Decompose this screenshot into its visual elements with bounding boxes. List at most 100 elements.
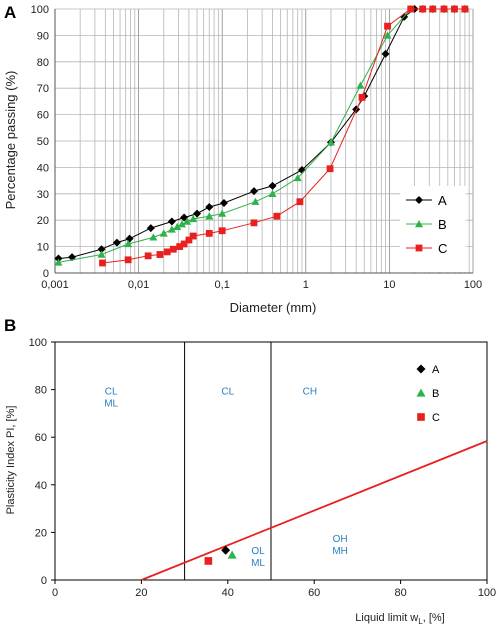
y-axis-label: Plasticity Index PI, [%] <box>5 406 17 515</box>
zone-label-mh: MH <box>332 546 348 557</box>
data-point-b <box>356 81 365 89</box>
data-point-b <box>383 31 392 39</box>
legend-marker-c <box>415 244 423 252</box>
data-point-c <box>384 22 391 30</box>
x-axis-label-suffix: , [%] <box>423 612 445 624</box>
data-point-c <box>440 5 448 13</box>
a-line <box>141 440 488 581</box>
legend-marker-a <box>415 196 423 204</box>
data-point-c <box>156 251 164 258</box>
y-tick-label: 60 <box>37 110 49 122</box>
zone-label-oh: OH <box>333 534 348 545</box>
data-point-a <box>219 199 228 208</box>
y-tick-label: 90 <box>37 30 49 42</box>
y-tick-label: 10 <box>37 242 49 254</box>
x-tick-label: 0,1 <box>215 279 230 291</box>
data-point-a <box>297 166 306 175</box>
x-tick-label: 100 <box>478 587 496 599</box>
legend: ABC <box>400 186 466 272</box>
zone-label-ml: ML <box>104 398 118 409</box>
x-axis-label-subscript: L <box>418 617 423 626</box>
series-group <box>54 5 469 267</box>
data-point-b <box>218 209 227 217</box>
legend-label-c: C <box>432 412 440 424</box>
zone-label-ch: CH <box>303 386 317 397</box>
data-point-c <box>176 243 184 250</box>
data-point-c <box>204 557 213 565</box>
data-point-a <box>193 209 202 218</box>
data-point-b <box>189 214 198 223</box>
zone-label-ol: OL <box>251 546 265 557</box>
data-point-c <box>296 198 304 206</box>
legend-marker-a <box>416 364 426 374</box>
y-tick-labels: 0 10 20 30 40 50 60 70 80 90 100 <box>31 4 49 280</box>
data-point-b <box>227 550 237 559</box>
data-point-c <box>218 227 226 235</box>
data-point-b <box>251 197 260 205</box>
legend-label-b: B <box>432 388 439 400</box>
y-tick-label: 20 <box>37 215 49 227</box>
y-tick-label: 80 <box>35 385 47 397</box>
data-point-a <box>205 203 214 211</box>
data-point-a <box>125 234 134 243</box>
data-point-c <box>451 5 458 13</box>
data-point-a <box>146 224 155 233</box>
panel-a-letter: A <box>4 3 16 22</box>
x-tick-label: 0 <box>52 587 58 599</box>
data-point-a <box>167 217 176 226</box>
x-tick-labels: 0,001 0,01 0,1 1 10 100 <box>41 279 482 291</box>
y-tick-label: 40 <box>35 480 47 492</box>
data-point-c <box>189 232 197 240</box>
legend-marker-c <box>417 413 425 421</box>
y-tick-labels: 0 20 40 60 80 100 <box>29 337 55 587</box>
data-point-b <box>97 250 106 258</box>
data-point-c <box>99 259 106 267</box>
data-point-c <box>144 252 152 260</box>
y-tick-label: 70 <box>37 83 49 95</box>
data-point-c <box>169 245 177 253</box>
data-point-b <box>293 173 302 182</box>
y-tick-label: 100 <box>31 4 49 16</box>
data-point-b <box>326 138 335 146</box>
grain-size-chart: 0,001 0,01 0,1 1 10 100 0 10 20 30 40 50 60 70 80 90 10… <box>31 4 483 291</box>
y-tick-label: 0 <box>43 268 49 280</box>
data-point-a <box>221 545 231 555</box>
x-tick-label: 40 <box>222 587 234 599</box>
legend-box <box>400 186 466 272</box>
legend-label-a: A <box>438 193 447 208</box>
x-tick-label: 1 <box>303 279 309 291</box>
y-tick-label: 0 <box>41 575 47 587</box>
data-point-c <box>185 236 193 244</box>
x-axis-label: Diameter (mm) <box>230 300 317 315</box>
y-tick-label: 60 <box>35 432 47 444</box>
legend-label-b: B <box>438 217 447 232</box>
x-tick-label: 60 <box>308 587 320 599</box>
data-point-c <box>163 248 171 256</box>
data-point-b <box>124 239 133 248</box>
data-point-b <box>54 258 63 266</box>
data-point-a <box>112 238 121 247</box>
data-point-c <box>250 219 258 227</box>
zone-label-cl: CL <box>221 386 234 397</box>
x-axis-label: Liquid limit wL, [%] <box>355 612 444 626</box>
y-tick-label: 50 <box>37 136 49 148</box>
data-point-a <box>97 245 106 254</box>
data-point-a <box>381 49 390 58</box>
series-c <box>99 5 469 267</box>
data-point-c <box>461 5 469 13</box>
x-axis-label-main: Liquid limit w <box>355 612 418 624</box>
series-group <box>204 545 237 565</box>
x-tick-label: 20 <box>135 587 147 599</box>
data-point-c <box>180 240 188 248</box>
data-point-b <box>183 217 192 225</box>
data-point-c <box>419 5 427 13</box>
legend-label-c: C <box>438 241 447 256</box>
x-tick-label: 10 <box>383 279 395 291</box>
x-tick-label: 0,01 <box>128 279 149 291</box>
axes <box>54 9 473 274</box>
y-tick-label: 40 <box>37 162 49 174</box>
a-line-path <box>141 440 488 581</box>
